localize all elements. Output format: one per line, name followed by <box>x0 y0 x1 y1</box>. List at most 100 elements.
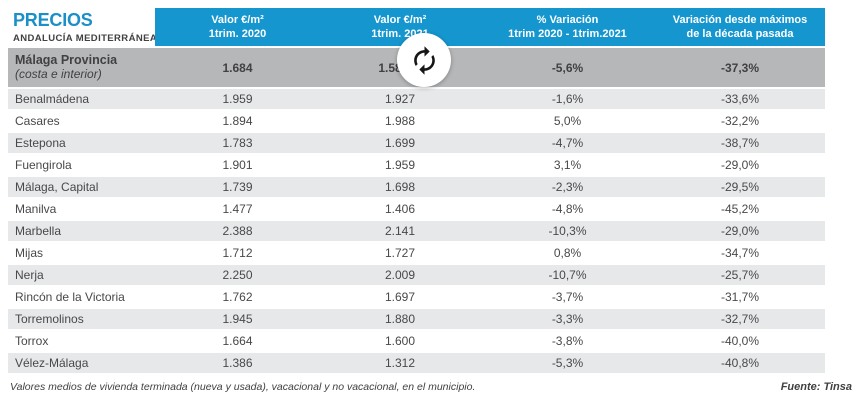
title-block: PRECIOS ANDALUCÍA MEDITERRÁNEA <box>13 11 157 44</box>
footnote-text: Valores medios de vivienda terminada (nu… <box>10 381 476 393</box>
variation-max-cell: -45,2% <box>720 202 760 216</box>
variation-max-cell: -31,7% <box>720 290 760 304</box>
municipality-cell: Estepona <box>15 136 66 150</box>
variation-yoy-cell: 0,8% <box>553 246 582 260</box>
value-2020-cell: 2.250 <box>222 268 253 282</box>
variation-max-cell: -29,0% <box>720 224 760 238</box>
table-row: Manilva 1.477 1.406 -4,8% -45,2% <box>8 199 825 219</box>
variation-max-cell: -29,0% <box>720 158 760 172</box>
table-row: Nerja 2.250 2.009 -10,7% -25,7% <box>8 265 825 285</box>
variation-max-cell: -32,2% <box>720 114 760 128</box>
page-subtitle: ANDALUCÍA MEDITERRÁNEA <box>13 32 158 44</box>
variation-yoy-cell: -4,8% <box>551 202 584 216</box>
value-2020-cell: 1.762 <box>222 290 253 304</box>
variation-yoy-cell: -3,8% <box>551 334 584 348</box>
variation-max-cell: -25,7% <box>720 268 760 282</box>
table-row: Rincón de la Victoria 1.762 1.697 -3,7% … <box>8 287 825 307</box>
value-2020-cell: 1.945 <box>222 312 253 326</box>
value-2020-cell: 1.712 <box>222 246 253 260</box>
column-header-line: 1trim 2020 - 1trim.2021 <box>508 28 627 40</box>
table-row: Vélez-Málaga 1.386 1.312 -5,3% -40,8% <box>8 353 825 373</box>
column-header-line: Variación desde máximos <box>672 13 808 26</box>
value-2021-cell: 1.698 <box>384 180 416 194</box>
value-2020-cell: 2.388 <box>222 224 253 238</box>
variation-max-cell: -40,0% <box>720 334 760 348</box>
column-header-line: 1trim. 2020 <box>208 28 267 40</box>
variation-yoy-cell: -10,7% <box>548 268 587 282</box>
variation-yoy-cell: -5,6% <box>551 60 584 75</box>
table-row: Málaga, Capital 1.739 1.698 -2,3% -29,5% <box>8 177 825 197</box>
table-body: Málaga Provincia (costa e interior) 1.68… <box>8 48 825 375</box>
value-2021-cell: 1.927 <box>384 92 416 106</box>
value-2021-cell: 1.58 <box>378 60 402 75</box>
municipality-cell: Casares <box>15 114 60 128</box>
variation-max-cell: -37,3% <box>720 60 760 75</box>
sync-refresh-overlay[interactable] <box>397 33 451 87</box>
variation-max-cell: -29,5% <box>720 180 760 194</box>
municipality-cell: Torrox <box>15 334 49 348</box>
municipality-cell: Málaga Provincia (costa e interior) <box>8 53 155 81</box>
variation-yoy-cell: -4,7% <box>551 136 584 150</box>
value-2020-cell: 1.739 <box>222 180 253 194</box>
table-row: Torremolinos 1.945 1.880 -3,3% -32,7% <box>8 309 825 329</box>
value-2021-cell: 1.880 <box>384 312 416 326</box>
value-2021-cell: 1.600 <box>384 334 416 348</box>
column-header-line: % Variación <box>536 13 599 26</box>
value-2021-cell: 1.699 <box>384 136 416 150</box>
value-2021-cell: 1.697 <box>384 290 416 304</box>
table-row: Marbella 2.388 2.141 -10,3% -29,0% <box>8 221 825 241</box>
table-row: Benalmádena 1.959 1.927 -1,6% -33,6% <box>8 89 825 109</box>
value-2020-cell: 1.664 <box>222 334 253 348</box>
table-row: Fuengirola 1.901 1.959 3,1% -29,0% <box>8 155 825 175</box>
table-row: Casares 1.894 1.988 5,0% -32,2% <box>8 111 825 131</box>
footer: Valores medios de vivienda terminada (nu… <box>10 381 852 393</box>
municipality-cell: Rincón de la Victoria <box>15 290 125 304</box>
municipality-cell: Marbella <box>15 224 62 238</box>
municipality-name: Málaga Provincia <box>15 53 118 68</box>
value-2021-cell: 1.988 <box>384 114 416 128</box>
municipality-cell: Torremolinos <box>15 312 84 326</box>
municipality-cell: Vélez-Málaga <box>15 356 89 370</box>
variation-yoy-cell: 3,1% <box>553 158 582 172</box>
page-title: PRECIOS <box>13 10 93 30</box>
value-2020-cell: 1.894 <box>222 114 253 128</box>
variation-yoy-cell: -5,3% <box>551 356 584 370</box>
column-header-line: de la década pasada <box>686 28 794 40</box>
variation-yoy-cell: -2,3% <box>551 180 584 194</box>
variation-max-cell: -34,7% <box>720 246 760 260</box>
sync-icon <box>409 45 440 76</box>
municipality-cell: Nerja <box>15 268 44 282</box>
column-header-variacion-maximos: Variación desde máximos de la década pas… <box>655 8 825 46</box>
value-2021-cell: 2.141 <box>384 224 416 238</box>
municipality-cell: Málaga, Capital <box>15 180 99 194</box>
variation-yoy-cell: -3,7% <box>551 290 584 304</box>
column-header-line: Valor €/m² <box>373 13 427 26</box>
value-2020-cell: 1.783 <box>222 136 253 150</box>
table-header-bar: Valor €/m² 1trim. 2020 Valor €/m² 1trim.… <box>155 8 825 46</box>
municipality-cell: Benalmádena <box>15 92 90 106</box>
value-2020-cell: 1.684 <box>222 60 253 75</box>
variation-yoy-cell: -1,6% <box>551 92 584 106</box>
value-2021-cell: 1.312 <box>384 356 416 370</box>
column-header-valor-2020: Valor €/m² 1trim. 2020 <box>155 8 320 46</box>
column-header-variacion-anual: % Variación 1trim 2020 - 1trim.2021 <box>480 8 655 46</box>
table-row: Estepona 1.783 1.699 -4,7% -38,7% <box>8 133 825 153</box>
table-row: Mijas 1.712 1.727 0,8% -34,7% <box>8 243 825 263</box>
variation-max-cell: -33,6% <box>720 92 760 106</box>
municipality-cell: Fuengirola <box>15 158 72 172</box>
variation-max-cell: -38,7% <box>720 136 760 150</box>
variation-yoy-cell: -10,3% <box>548 224 587 238</box>
value-2021-cell: 1.959 <box>384 158 416 172</box>
value-2020-cell: 1.386 <box>222 356 253 370</box>
value-2021-cell: 1.406 <box>384 202 416 216</box>
value-2020-cell: 1.901 <box>222 158 253 172</box>
municipality-cell: Manilva <box>15 202 57 216</box>
column-header-valor-2021: Valor €/m² 1trim. 2021 <box>320 8 480 46</box>
variation-max-cell: -40,8% <box>720 356 760 370</box>
municipality-note: (costa e interior) <box>15 66 102 81</box>
value-2020-cell: 1.959 <box>222 92 253 106</box>
table-row: Torrox 1.664 1.600 -3,8% -40,0% <box>8 331 825 351</box>
value-2021-cell: 1.727 <box>384 246 416 260</box>
value-2020-cell: 1.477 <box>222 202 253 216</box>
variation-yoy-cell: -3,3% <box>551 312 584 326</box>
